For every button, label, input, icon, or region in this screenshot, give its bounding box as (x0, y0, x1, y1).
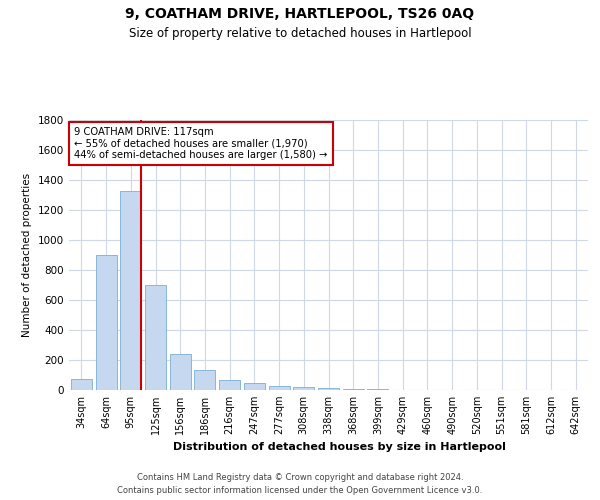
Bar (219, 380, 240, 390)
Text: Size of property relative to detached houses in Hartlepool: Size of property relative to detached ho… (128, 28, 472, 40)
Text: 9, COATHAM DRIVE, HARTLEPOOL, TS26 0AQ: 9, COATHAM DRIVE, HARTLEPOOL, TS26 0AQ (125, 8, 475, 22)
Bar (318, 388, 339, 390)
Bar (194, 370, 215, 390)
Text: Distribution of detached houses by size in Hartlepool: Distribution of detached houses by size … (173, 442, 505, 452)
Bar (71, 379, 92, 390)
Bar (367, 389, 388, 390)
Bar (120, 190, 141, 390)
Text: 9 COATHAM DRIVE: 117sqm
← 55% of detached houses are smaller (1,970)
44% of semi: 9 COATHAM DRIVE: 117sqm ← 55% of detache… (74, 126, 328, 160)
Bar (170, 354, 191, 390)
Bar (95, 255, 116, 390)
Bar (145, 285, 166, 390)
Text: Contains HM Land Registry data © Crown copyright and database right 2024.: Contains HM Land Registry data © Crown c… (137, 472, 463, 482)
Bar (244, 383, 265, 390)
Text: Contains public sector information licensed under the Open Government Licence v3: Contains public sector information licen… (118, 486, 482, 495)
Bar (343, 388, 364, 390)
Bar (293, 387, 314, 390)
Y-axis label: Number of detached properties: Number of detached properties (22, 173, 32, 337)
Bar (269, 386, 290, 390)
